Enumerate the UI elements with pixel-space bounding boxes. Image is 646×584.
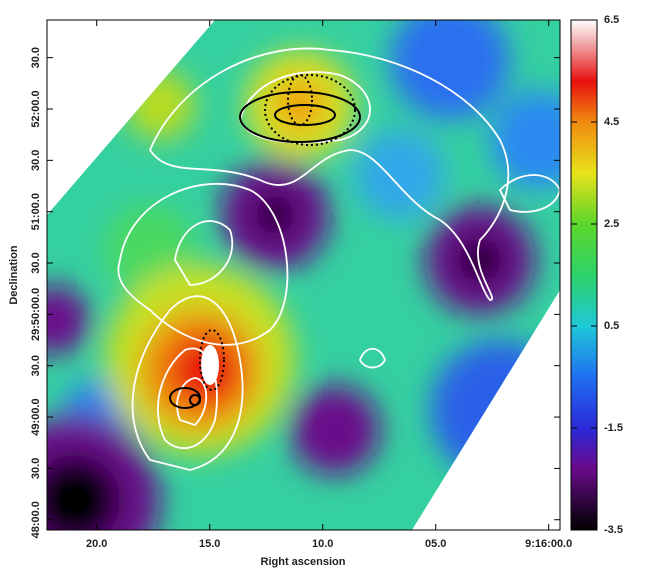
y-tick-label: 48:00.0 [30, 501, 42, 538]
colorbar-tick-label: 0.5 [604, 320, 619, 332]
y-tick-label: 30.0 [30, 355, 42, 376]
y-tick-label: 49:00.0 [30, 398, 42, 435]
y-tick-label: 30.0 [30, 252, 42, 273]
y-tick-label: 29:50:00.0 [30, 288, 42, 341]
x-tick-label: 10.0 [312, 538, 333, 550]
sky-map [47, 20, 560, 530]
y-tick-label: 30.0 [30, 458, 42, 479]
colorbar-tick-label: -3.5 [604, 524, 623, 536]
colorbar-tick-label: 6.5 [604, 14, 619, 26]
x-axis-label: Right ascension [261, 556, 346, 568]
x-tick-label: 05.0 [425, 538, 446, 550]
colorbar-tick-label: -1.5 [604, 422, 623, 434]
y-tick-label: 30.0 [30, 47, 42, 68]
y-tick-label: 52:00.0 [30, 90, 42, 127]
colorbar-tick-label: 4.5 [604, 116, 619, 128]
y-tick-label: 51:00.0 [30, 193, 42, 230]
x-tick-label: 20.0 [86, 538, 107, 550]
y-axis-label: Declination [8, 245, 20, 305]
x-tick-label: 9:16:00.0 [525, 538, 572, 550]
y-tick-label: 30.0 [30, 150, 42, 171]
plot-frame [46, 19, 561, 531]
x-tick-label: 15.0 [199, 538, 220, 550]
colorbar [570, 19, 598, 531]
colorbar-tick-label: 2.5 [604, 218, 619, 230]
